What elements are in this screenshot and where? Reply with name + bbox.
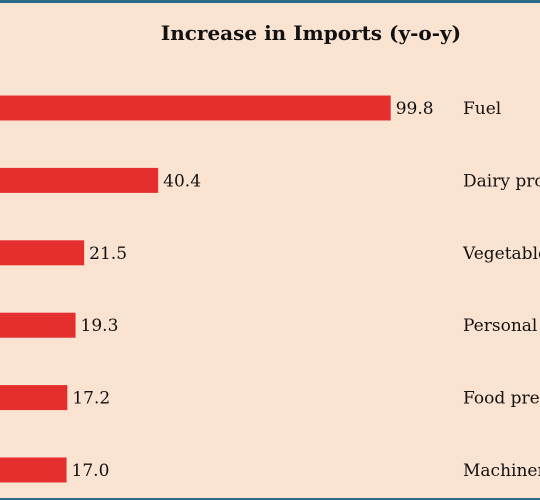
value-label: 17.0 xyxy=(72,461,110,481)
bar-personal-w xyxy=(0,312,76,338)
category-label: Dairy proc xyxy=(463,171,540,191)
category-label: Vegetable xyxy=(462,244,540,264)
value-label: 19.3 xyxy=(81,316,119,336)
value-label: 40.4 xyxy=(163,171,201,191)
category-label: Machinery xyxy=(463,461,540,481)
category-label: Food prep xyxy=(463,389,540,409)
value-label: 21.5 xyxy=(89,244,127,264)
bar-dairy-products xyxy=(0,167,159,193)
value-label-group: 99.8 40.4 21.5 19.3 17.2 17.0 xyxy=(72,99,434,481)
bar-vegetables xyxy=(0,240,85,266)
category-label: Personal w xyxy=(463,316,540,336)
value-label: 99.8 xyxy=(396,99,434,119)
bar-food-prep xyxy=(0,385,68,411)
category-label-group: Fuel Dairy proc Vegetable Personal w Food pr… xyxy=(462,99,540,481)
bar-fuel xyxy=(0,95,391,121)
category-label: Fuel xyxy=(463,99,501,119)
bar-machinery xyxy=(0,457,67,483)
bar-group xyxy=(0,95,391,483)
chart-title: Increase in Imports (y-o-y) xyxy=(161,21,461,45)
value-label: 17.2 xyxy=(72,389,110,409)
